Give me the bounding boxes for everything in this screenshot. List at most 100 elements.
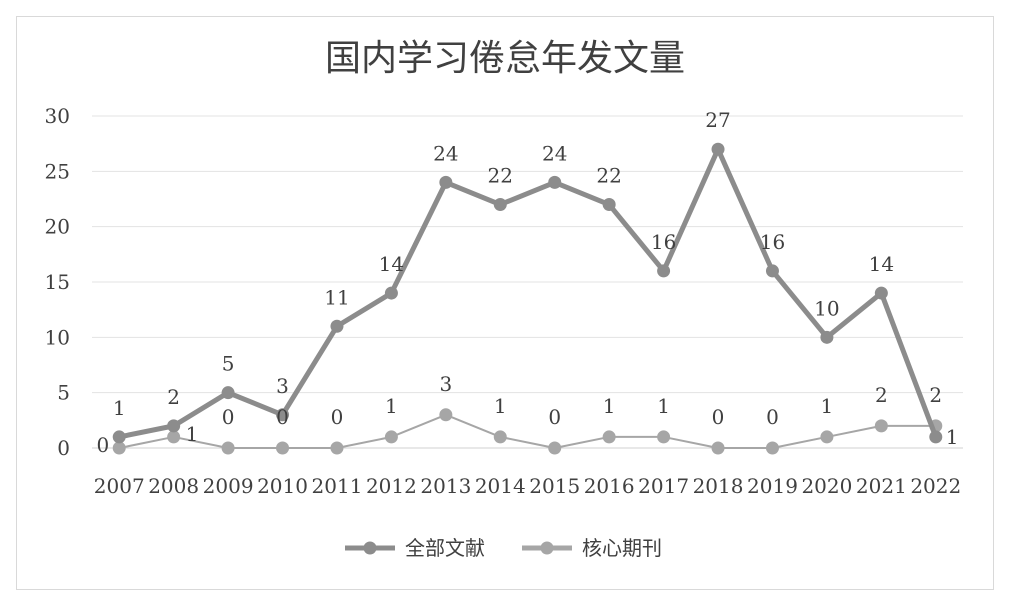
x-tick-label: 2019 [747,474,798,498]
data-label-core-journals: 1 [603,394,616,418]
data-label-core-journals: 0 [331,405,344,429]
data-label-all-literature: 16 [651,230,676,254]
data-point-core-journals [167,430,181,444]
data-point-core-journals [439,408,453,422]
data-point-core-journals [657,430,671,444]
data-label-all-literature: 14 [869,252,894,276]
x-tick-label: 2020 [801,474,852,498]
data-point-all-literature [276,408,290,422]
data-point-core-journals [493,430,507,444]
data-label-all-literature: 5 [222,352,235,376]
x-tick-label: 2021 [856,474,907,498]
x-tick-label: 2016 [584,474,635,498]
data-label-core-journals: 2 [929,383,942,407]
x-tick-label: 2011 [312,474,363,498]
data-point-core-journals [221,441,235,455]
y-tick-label: 15 [45,270,70,294]
data-label-all-literature: 27 [705,108,730,132]
x-tick-label: 2018 [693,474,744,498]
data-point-all-literature [820,330,834,344]
data-point-core-journals [874,419,888,433]
data-label-all-literature: 22 [488,164,513,188]
data-point-core-journals [548,441,562,455]
series-line-all-literature [118,146,939,440]
data-point-core-journals [711,441,725,455]
data-point-all-literature [167,419,181,433]
x-tick-label: 2022 [910,474,961,498]
data-point-all-literature [330,319,344,333]
data-label-all-literature: 1 [113,396,126,420]
x-tick-label: 2014 [475,474,526,498]
legend-label-all-literature: 全部文献 [405,536,485,560]
data-point-all-literature [657,264,671,278]
data-point-all-literature [711,142,725,156]
y-tick-label: 30 [45,104,70,128]
y-tick-label: 20 [45,215,70,239]
x-tick-label: 2010 [257,474,308,498]
data-point-core-journals [384,430,398,444]
data-label-core-journals: 2 [875,383,888,407]
y-tick-label: 0 [57,436,70,460]
data-label-all-literature: 10 [814,296,839,320]
chart-title: 国内学习倦怠年发文量 [325,38,685,79]
legend: 全部文献 核心期刊 [345,536,662,560]
data-label-all-literature: 22 [596,164,621,188]
data-label-all-literature: 24 [542,141,567,165]
x-tick-label: 2008 [148,474,199,498]
data-label-core-journals: 1 [821,394,834,418]
data-label-core-journals: 1 [385,394,398,418]
data-label-all-literature: 14 [379,252,404,276]
x-tick-label: 2015 [529,474,580,498]
x-tick-label: 2007 [94,474,145,498]
data-label-core-journals: 1 [494,394,507,418]
data-point-all-literature [112,430,126,444]
data-point-all-literature [548,175,562,189]
x-tick-label: 2009 [203,474,254,498]
data-label-core-journals: 1 [186,422,199,446]
data-point-all-literature [439,175,453,189]
data-label-core-journals: 0 [766,405,779,429]
data-point-all-literature [602,198,616,212]
data-label-core-journals: 3 [439,372,452,396]
legend-swatch-marker-all-literature [363,541,377,555]
data-point-core-journals [820,430,834,444]
chart-frame [16,16,994,590]
data-label-core-journals: 1 [657,394,670,418]
data-point-all-literature [765,264,779,278]
data-label-core-journals: 0 [548,405,561,429]
x-tick-label: 2012 [366,474,417,498]
data-label-all-literature: 2 [167,385,180,409]
data-label-all-literature: 3 [276,374,289,398]
series-layer [112,142,943,455]
legend-label-core-journals: 核心期刊 [582,536,662,560]
data-point-all-literature [493,198,507,212]
legend-swatch-marker-core-journals [540,541,554,555]
data-label-all-literature: 1 [946,425,959,449]
data-point-core-journals [765,441,779,455]
y-tick-label: 5 [57,381,70,405]
data-point-core-journals [330,441,344,455]
y-tick-label: 25 [45,159,70,183]
data-label-all-literature: 24 [433,141,458,165]
data-label-core-journals: 0 [222,405,235,429]
data-label-core-journals: 0 [712,405,725,429]
data-label-core-journals: 0 [96,433,109,457]
data-label-all-literature: 11 [324,285,349,309]
data-point-all-literature [929,430,943,444]
data-point-core-journals [276,441,290,455]
data-point-all-literature [221,386,235,400]
data-point-core-journals [602,430,616,444]
data-label-core-journals: 0 [276,405,289,429]
x-axis-ticks: 2007 2008 2009 2010 2011 2012 2013 2014 2015 2016… [94,474,961,498]
y-tick-label: 10 [45,325,70,349]
x-tick-label: 2017 [638,474,689,498]
data-point-core-journals [112,441,126,455]
series-line-core-journals [119,413,936,449]
data-point-all-literature [384,286,398,300]
x-tick-label: 2013 [420,474,471,498]
data-point-all-literature [874,286,888,300]
y-axis-ticks: 0 5 10 15 20 25 30 [45,104,70,460]
data-label-all-literature: 16 [760,230,785,254]
